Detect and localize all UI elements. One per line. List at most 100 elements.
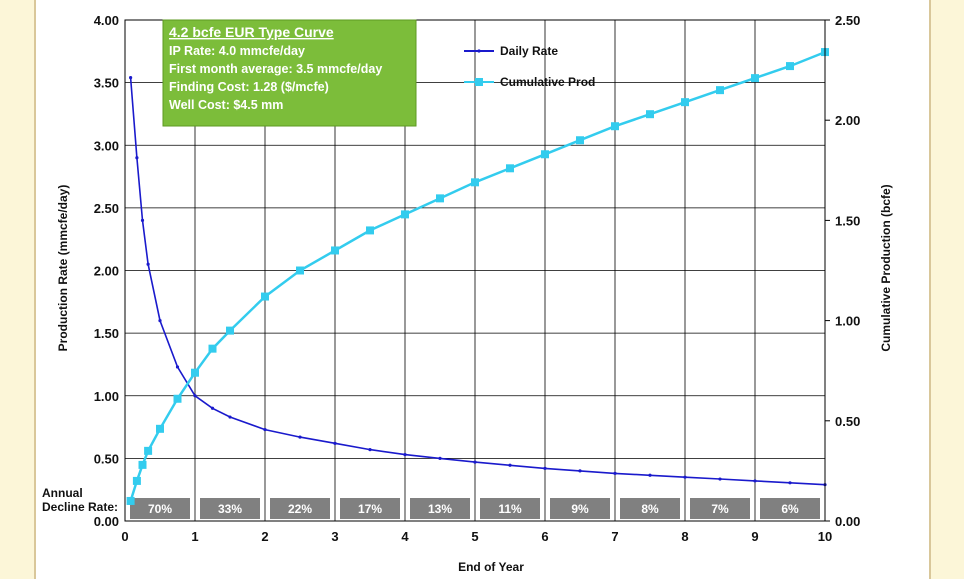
y2-tick-label: 0.50 bbox=[835, 414, 860, 429]
cumulative-prod-point bbox=[132, 476, 141, 485]
cumulative-prod-point bbox=[138, 460, 147, 469]
legend-marker-cumulative-prod bbox=[475, 78, 483, 86]
x-tick-labels: 0 1 2 3 4 5 6 7 8 9 10 bbox=[121, 529, 832, 544]
daily-rate-point bbox=[473, 460, 477, 464]
daily-rate-point bbox=[228, 415, 232, 419]
daily-rate-point bbox=[718, 477, 722, 481]
y-tick-label: 1.00 bbox=[94, 389, 119, 404]
cumulative-prod-point bbox=[331, 246, 339, 255]
legend-marker-daily-rate bbox=[477, 49, 481, 53]
daily-rate-point bbox=[438, 456, 442, 460]
y2-tick-label: 1.50 bbox=[835, 213, 860, 228]
cumulative-prod-point bbox=[471, 178, 479, 187]
legend-label-cumulative-prod: Cumulative Prod bbox=[500, 75, 595, 89]
y2-tick-labels: 0.00 0.50 1.00 1.50 2.00 2.50 bbox=[825, 13, 860, 529]
type-curve-chart: 70% 33% 22% 17% 13% 11% 9% 8% 7% 6% 0 1 2 3 4 5 6 7 8 9 10 … bbox=[42, 13, 893, 574]
daily-rate-point bbox=[140, 218, 145, 222]
daily-rate-point bbox=[753, 479, 757, 483]
callout-line: Finding Cost: 1.28 ($/mcfe) bbox=[169, 80, 329, 94]
x-tick-label: 8 bbox=[681, 529, 688, 544]
y-tick-label: 1.50 bbox=[94, 326, 119, 341]
cumulative-prod-point bbox=[576, 136, 584, 145]
y-tick-label: 3.50 bbox=[94, 76, 119, 91]
x-tick-label: 9 bbox=[751, 529, 758, 544]
y2-tick-label: 1.00 bbox=[835, 314, 860, 329]
x-tick-label: 0 bbox=[121, 529, 128, 544]
decline-rate-value: 22% bbox=[288, 502, 312, 516]
y-axis-title: Production Rate (mmcfe/day) bbox=[56, 185, 70, 352]
daily-rate-point bbox=[135, 156, 139, 160]
callout-line: Well Cost: $4.5 mm bbox=[169, 98, 283, 112]
legend: Daily Rate Cumulative Prod bbox=[464, 44, 595, 89]
callout-line: First month average: 3.5 mmcfe/day bbox=[169, 62, 382, 76]
cumulative-prod-point bbox=[716, 86, 724, 95]
daily-rate-point bbox=[210, 406, 215, 410]
cumulative-prod-point bbox=[173, 394, 182, 403]
cumulative-prod-point bbox=[541, 150, 549, 159]
legend-label-daily-rate: Daily Rate bbox=[500, 44, 558, 58]
x-tick-label: 5 bbox=[471, 529, 478, 544]
daily-rate-point bbox=[333, 441, 337, 445]
decline-rate-box bbox=[690, 498, 750, 519]
y-tick-label: 0.50 bbox=[94, 451, 119, 466]
decline-rate-value: 33% bbox=[218, 502, 242, 516]
x-tick-label: 10 bbox=[818, 529, 832, 544]
y-tick-labels: 0.00 0.50 1.00 1.50 2.00 2.50 3.00 3.50 4.00 bbox=[94, 13, 119, 529]
daily-rate-point bbox=[683, 475, 687, 479]
callout-line: IP Rate: 4.0 mmcfe/day bbox=[169, 44, 305, 58]
x-tick-label: 1 bbox=[191, 529, 198, 544]
cumulative-prod-point bbox=[786, 62, 794, 71]
decline-rate-box bbox=[550, 498, 610, 519]
daily-rate-point bbox=[298, 435, 302, 439]
cumulative-prod-point bbox=[751, 74, 759, 83]
callout-box bbox=[162, 19, 417, 127]
cumulative-prod-point bbox=[156, 424, 164, 433]
daily-rate-point bbox=[146, 262, 150, 266]
daily-rate-point bbox=[543, 466, 547, 470]
decline-rate-value: 6% bbox=[781, 502, 799, 516]
cumulative-prod-point bbox=[296, 266, 304, 275]
daily-rate-point bbox=[788, 481, 792, 485]
cumulative-prod-point bbox=[191, 368, 199, 377]
cumulative-prod-point bbox=[506, 164, 514, 173]
x-tick-label: 7 bbox=[611, 529, 618, 544]
grid-lines bbox=[125, 20, 825, 521]
plot-area-border bbox=[124, 19, 826, 522]
cumulative-prod-point bbox=[436, 194, 444, 203]
annual-decline-label-line1: Annual bbox=[42, 486, 83, 500]
chart-frame: 70% 33% 22% 17% 13% 11% 9% 8% 7% 6% 0 1 2 3 4 5 6 7 8 9 10 … bbox=[34, 0, 931, 579]
decline-rate-box bbox=[130, 498, 190, 519]
cumulative-prod-line bbox=[129, 50, 826, 502]
callout-title: 4.2 bcfe EUR Type Curve bbox=[169, 24, 334, 40]
daily-rate-point bbox=[158, 319, 162, 323]
daily-rate-line bbox=[129, 77, 826, 486]
y-tick-label: 3.00 bbox=[94, 138, 119, 153]
cumulative-prod-point bbox=[646, 110, 654, 119]
daily-rate-point bbox=[129, 76, 133, 80]
daily-rate-point bbox=[368, 448, 372, 452]
y-tick-label: 0.00 bbox=[94, 514, 119, 529]
x-tick-label: 6 bbox=[541, 529, 548, 544]
daily-rate-point bbox=[613, 471, 617, 476]
cumulative-prod-point bbox=[261, 292, 269, 301]
cumulative-prod-point bbox=[681, 98, 689, 107]
decline-rate-value: 11% bbox=[498, 502, 522, 516]
y2-tick-label: 2.50 bbox=[835, 13, 860, 28]
cumulative-prod-point bbox=[208, 344, 217, 353]
x-tick-label: 2 bbox=[261, 529, 268, 544]
cumulative-prod-point bbox=[366, 226, 374, 235]
cumulative-prod-point bbox=[126, 496, 135, 505]
annual-decline-label-line2: Decline Rate: bbox=[42, 500, 118, 514]
y-tick-label: 2.00 bbox=[94, 264, 119, 279]
daily-rate-point bbox=[175, 365, 180, 369]
cumulative-prod-point bbox=[401, 210, 409, 219]
daily-rate-point bbox=[578, 469, 582, 473]
decline-rate-value: 8% bbox=[641, 502, 659, 516]
daily-rate-point bbox=[193, 394, 197, 398]
decline-rate-value: 9% bbox=[571, 502, 589, 516]
y-tick-label: 2.50 bbox=[94, 201, 119, 216]
decline-rate-value: 7% bbox=[711, 502, 729, 516]
decline-rate-value: 13% bbox=[428, 502, 452, 516]
type-curve-callout: 4.2 bcfe EUR Type Curve IP Rate: 4.0 mmc… bbox=[162, 19, 417, 127]
y-tick-label: 4.00 bbox=[94, 13, 119, 28]
